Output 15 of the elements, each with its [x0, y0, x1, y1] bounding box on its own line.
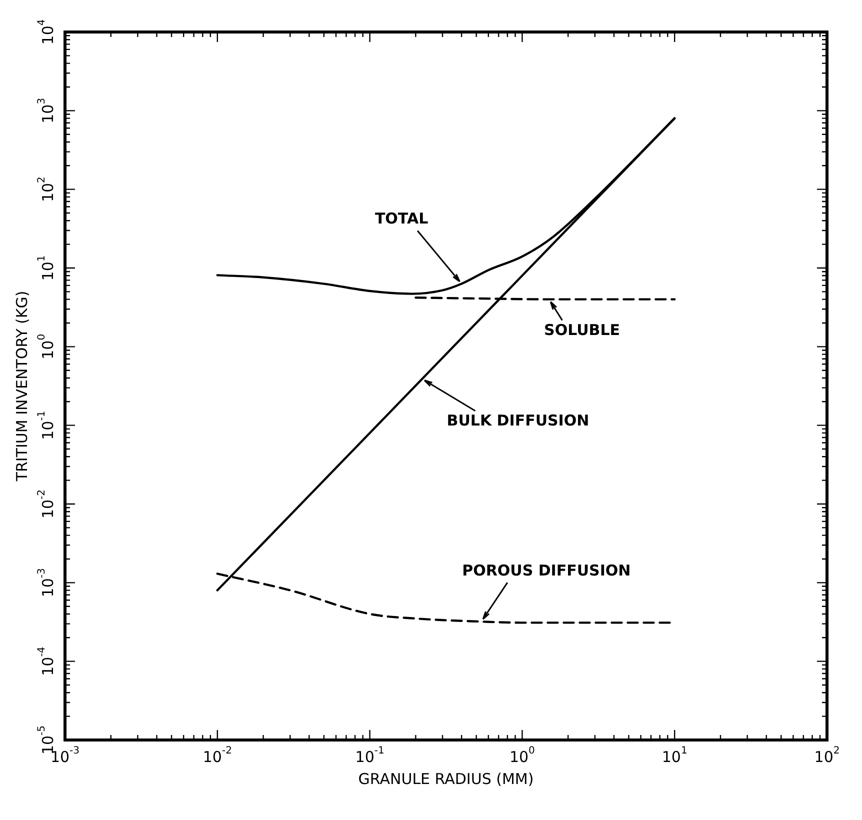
y-tick-label: 102: [36, 176, 57, 202]
y-tick-label: 10-1: [36, 410, 57, 440]
y-tick-label: 100: [36, 334, 57, 360]
y-tick-label: 103: [36, 98, 57, 124]
annotation: TOTAL: [374, 210, 429, 228]
y-tick-label: 10-2: [36, 489, 57, 519]
y-tick-label: 10-3: [36, 568, 57, 598]
y-tick-label: 104: [36, 19, 57, 45]
annotation: BULK DIFFUSION: [446, 412, 590, 430]
annotation: POROUS DIFFUSION: [462, 561, 631, 580]
annotation: SOLUBLE: [544, 321, 620, 340]
x-axis-title: GRANULE RADIUS (MM): [358, 770, 534, 788]
y-tick-label: 101: [36, 255, 57, 281]
y-tick-label: 10-4: [36, 646, 57, 676]
y-axis-title: TRITIUM INVENTORY (KG): [12, 290, 31, 482]
